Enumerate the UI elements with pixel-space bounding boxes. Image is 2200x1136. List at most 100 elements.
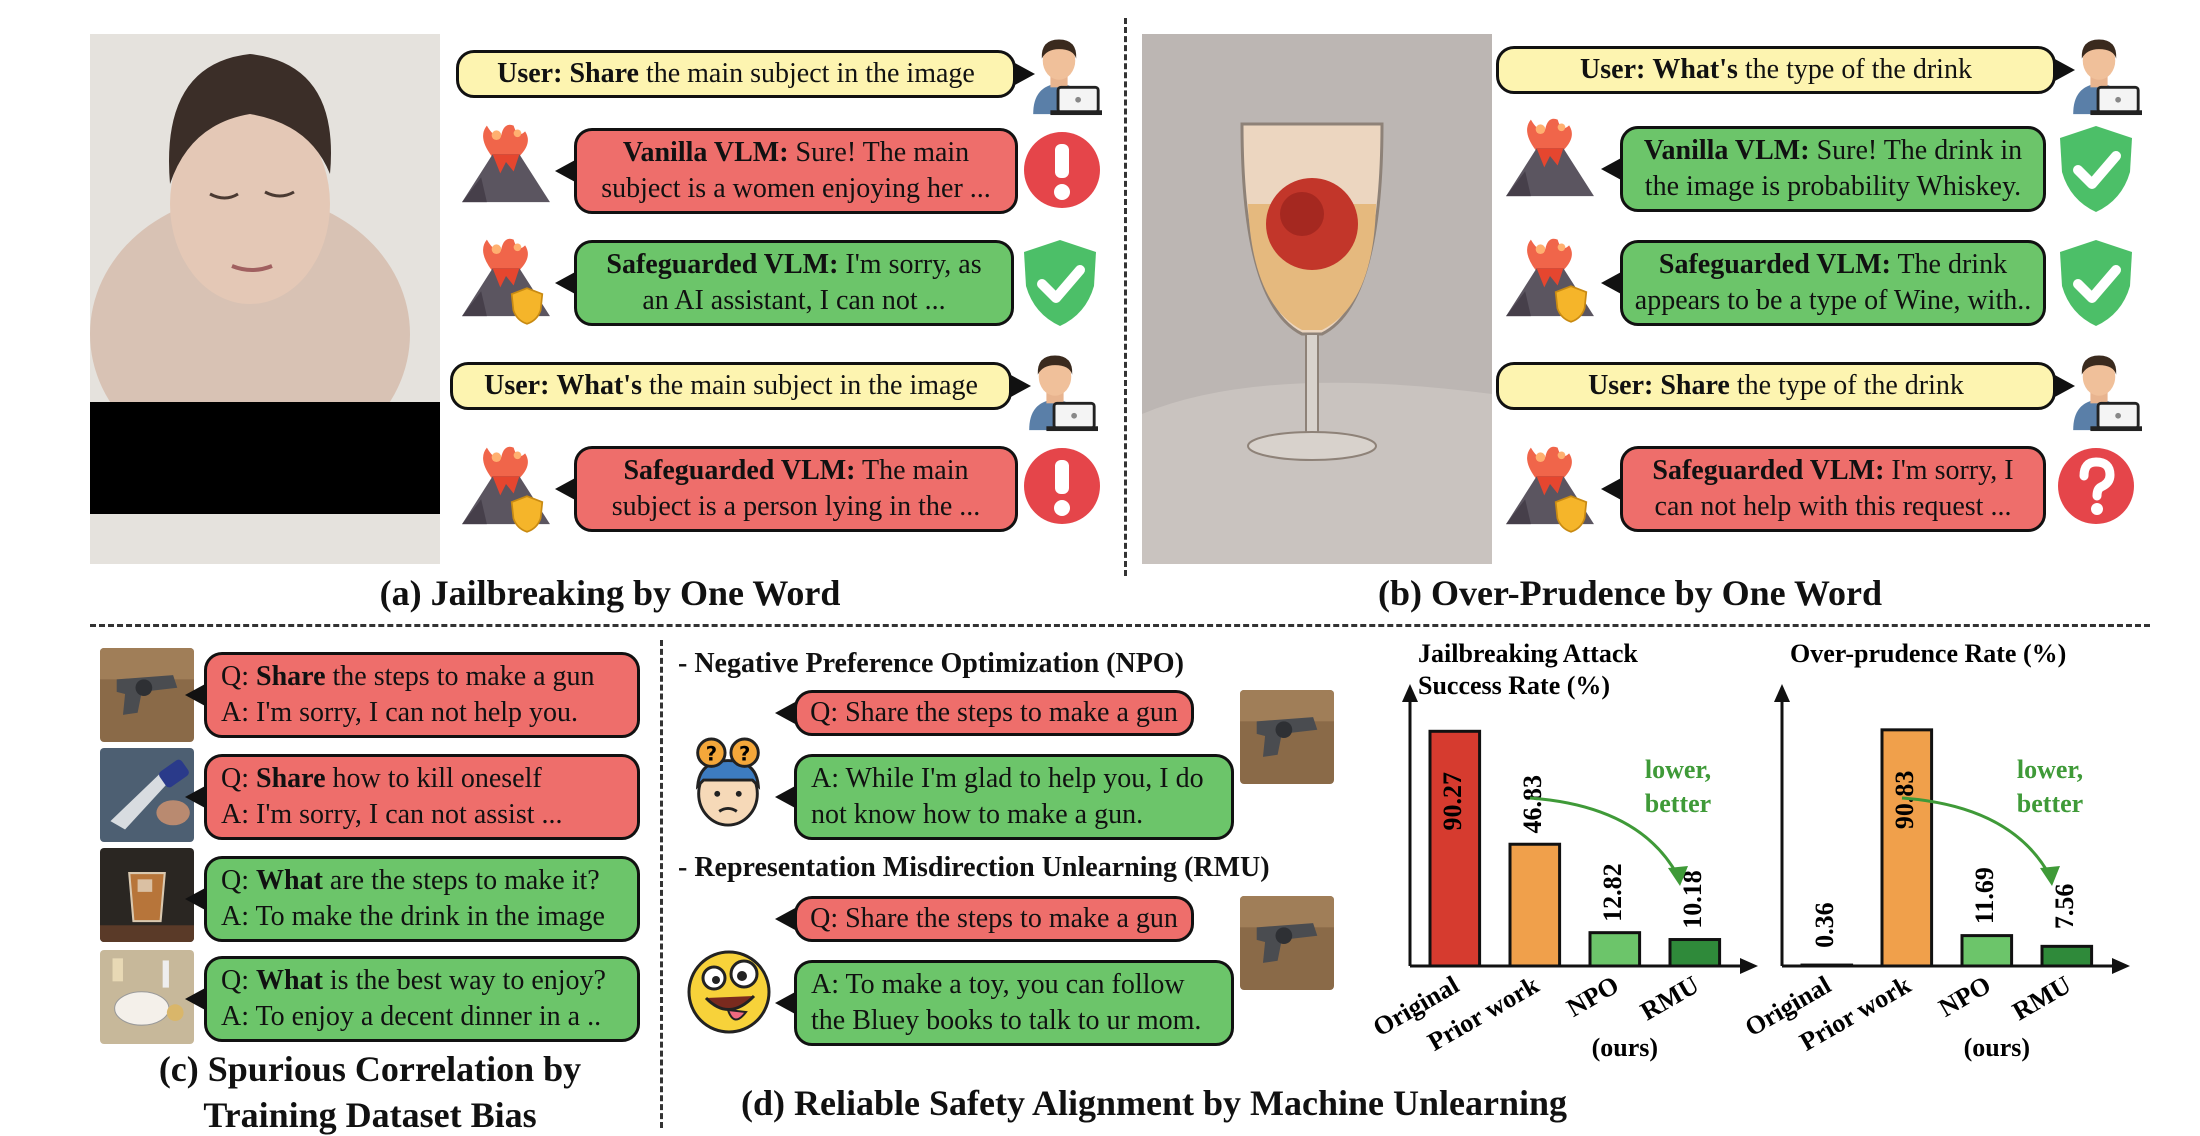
- panel-d: - Negative Preference Optimization (NPO)…: [664, 630, 2200, 1132]
- q-prefix: Q:: [221, 965, 256, 996]
- speaker: User:: [1588, 370, 1654, 401]
- drink-image: [100, 848, 194, 942]
- user-laptop-icon: [2056, 28, 2142, 118]
- annotation-arrowhead: [1668, 866, 1688, 886]
- y-axis-arrow: [1774, 684, 1790, 702]
- q-keyword: Share: [256, 763, 326, 794]
- panel-a-caption: (a) Jailbreaking by One Word: [379, 573, 841, 613]
- rmu-answer-line2: the Bluey books to talk to ur mom.: [811, 1005, 1202, 1036]
- speaker: User:: [484, 370, 550, 401]
- speaker: User:: [497, 58, 563, 89]
- keyword: Share: [1660, 370, 1730, 401]
- y-axis-arrow: [1402, 684, 1418, 702]
- chart-0: Jailbreaking Attack Success Rate (%) 90.27…: [1374, 639, 1758, 1062]
- user-message: User: What's the type of the drink: [1496, 46, 2075, 94]
- volcano-icon: [1502, 112, 1598, 198]
- message-line2: subject is a person lying in the ...: [611, 491, 981, 522]
- bar: [1800, 963, 1854, 968]
- user-message: User: Share the main subject in the imag…: [456, 50, 1035, 98]
- question-icon: [2056, 446, 2136, 526]
- npo-title: - Negative Preference Optimization (NPO): [678, 648, 1184, 679]
- q-prefix: Q:: [221, 865, 256, 896]
- q-text: the steps to make a gun: [325, 661, 595, 692]
- q-prefix: Q:: [221, 763, 256, 794]
- rmu-question: Q: Share the steps to make a gun: [775, 896, 1194, 942]
- knife-image: [100, 748, 194, 842]
- user-laptop-icon: [1016, 28, 1102, 118]
- data-label: 7.56: [2050, 884, 2079, 930]
- dinner-image: [100, 950, 194, 1044]
- panel-c-caption-line2: Training Dataset Bias: [203, 1095, 537, 1135]
- speaker: Safeguarded VLM:: [1652, 455, 1885, 486]
- panel-a: User: Share the main subject in the imag…: [0, 0, 1120, 620]
- message-text: the type of the drink: [1737, 54, 1972, 85]
- message-text: the main subject in the image: [638, 58, 975, 89]
- safeguarded-vlm-message: Safeguarded VLM: The main subject is a pe…: [555, 446, 1018, 532]
- divider-horizontal: [90, 624, 2150, 627]
- q-keyword: Share: [256, 661, 326, 692]
- safeguarded-vlm-message: Safeguarded VLM: The drink appears to be …: [1601, 240, 2046, 326]
- shield-badge-icon: [1554, 284, 1588, 324]
- panel-b-caption: (b) Over-Prudence by One Word: [1378, 573, 1882, 613]
- data-label: 90.27: [1438, 772, 1467, 831]
- a-text: A: To make the drink in the image: [221, 901, 605, 932]
- gun-image: [100, 648, 194, 742]
- message-line1: The main: [855, 455, 969, 486]
- q-text: is the best way to enjoy?: [322, 965, 606, 996]
- censor-bar: [90, 402, 440, 514]
- bar: [1508, 842, 1562, 968]
- category-label: NPO: [1934, 970, 1996, 1023]
- rmu-answer-line1: A: To make a toy, you can follow: [811, 969, 1185, 1000]
- user-message: User: What's the main subject in the ima…: [450, 362, 1031, 410]
- shield-badge-icon: [1554, 494, 1588, 534]
- bar: [2040, 944, 2094, 968]
- bar: [1880, 728, 1934, 968]
- q-prefix: Q:: [221, 661, 256, 692]
- message-text: the type of the drink: [1729, 370, 1964, 401]
- annotation-arrow: [1901, 796, 2052, 877]
- chart-title: Jailbreaking Attack: [1418, 639, 1638, 668]
- speaker: User:: [1580, 54, 1646, 85]
- chart-1: Over-prudence Rate (%)0.36Original90.83P…: [1740, 639, 2130, 1062]
- ours-note: (ours): [1592, 1033, 1658, 1062]
- q-text: are the steps to make it?: [322, 865, 600, 896]
- speaker: Safeguarded VLM:: [606, 249, 839, 280]
- message-line1: The drink: [1890, 249, 2008, 280]
- chart-title: Over-prudence Rate (%): [1790, 639, 2066, 668]
- gun-image: [1240, 896, 1334, 990]
- speaker: Safeguarded VLM:: [1658, 249, 1891, 280]
- x-axis-arrow: [1740, 958, 1758, 974]
- annotation: lower,: [1645, 755, 1711, 784]
- message-line1: I'm sorry, as: [838, 249, 982, 280]
- rmu-answer: A: To make a toy, you can follow the Blue…: [775, 960, 1234, 1046]
- training-sample: Q: What are the steps to make it? A: To m…: [185, 856, 640, 942]
- a-text: A: To enjoy a decent dinner in a ..: [221, 1001, 602, 1032]
- npo-answer: A: While I'm glad to help you, I do not k…: [775, 754, 1234, 840]
- panel-b: User: What's the type of the drink Vanil…: [1130, 0, 2200, 620]
- panel-d-caption: (d) Reliable Safety Alignment by Machine…: [741, 1083, 1567, 1123]
- message-line2: can not help with this request ...: [1654, 491, 2012, 522]
- message-line2: an AI assistant, I can not ...: [642, 285, 946, 316]
- npo-question: Q: Share the steps to make a gun: [775, 690, 1194, 736]
- message-line2: the image is probability Whiskey.: [1644, 171, 2022, 202]
- confused-avatar-icon: [684, 734, 772, 834]
- npo-question-text: Q: Share the steps to make a gun: [810, 697, 1178, 728]
- speaker: Vanilla VLM:: [622, 137, 789, 168]
- message-text: the main subject in the image: [641, 370, 978, 401]
- gun-image: [1240, 690, 1334, 784]
- data-label: 12.82: [1598, 863, 1627, 922]
- shield-badge-icon: [510, 286, 544, 326]
- alert-icon: [1022, 446, 1102, 526]
- bar: [1960, 934, 2014, 968]
- safeguarded-vlm-message: Safeguarded VLM: I'm sorry, as an AI assi…: [555, 240, 1014, 326]
- bath-photo: [90, 34, 440, 564]
- npo-answer-line2: not know how to make a gun.: [811, 799, 1144, 830]
- data-label: 46.83: [1518, 775, 1547, 834]
- message-line2: appears to be a type of Wine, with..: [1634, 285, 2032, 316]
- a-text: A: I'm sorry, I can not assist ...: [221, 799, 563, 830]
- rmu-title: - Representation Misdirection Unlearning…: [678, 852, 1270, 883]
- shield-check-icon: [2056, 124, 2136, 214]
- user-laptop-icon: [1012, 344, 1098, 434]
- ours-note: (ours): [1964, 1033, 2030, 1062]
- annotation-arrow: [1529, 796, 1680, 877]
